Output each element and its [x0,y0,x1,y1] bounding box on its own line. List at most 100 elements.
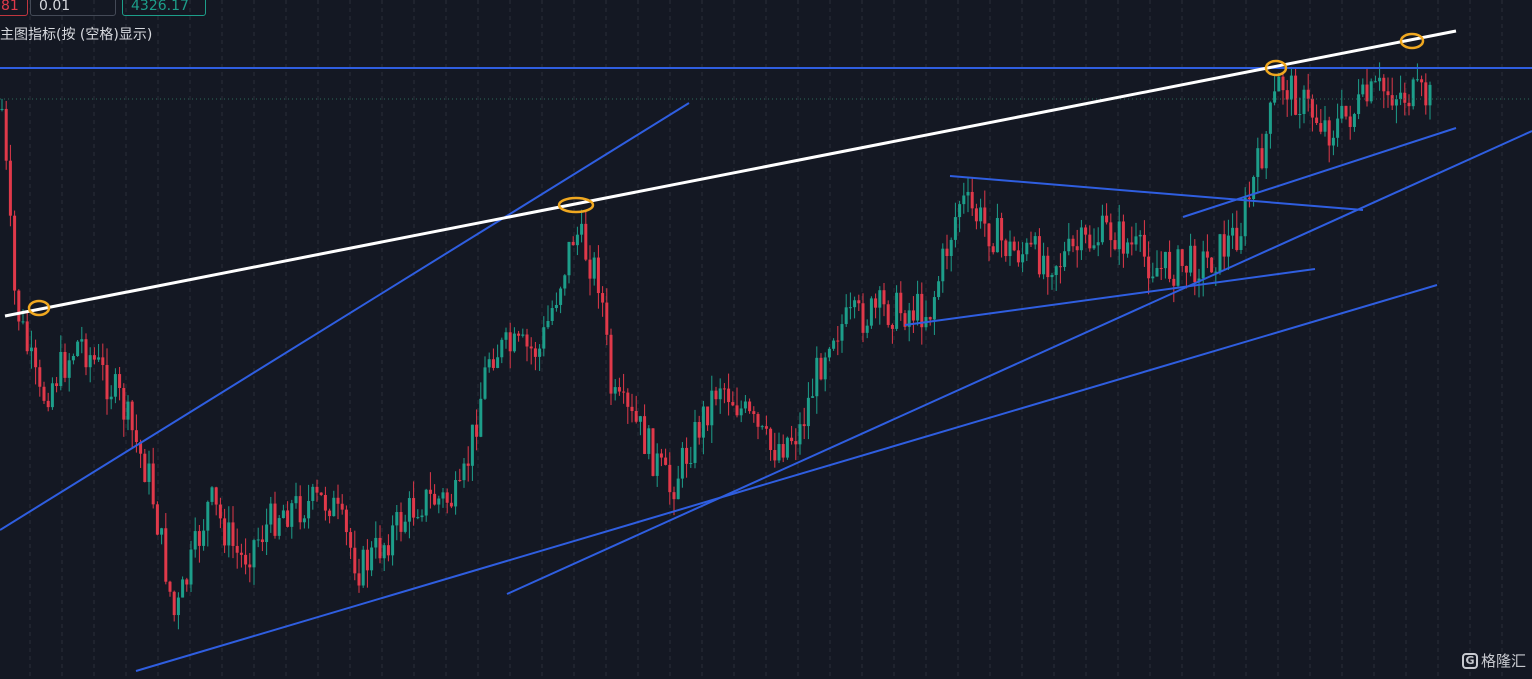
candle-body [878,290,882,308]
candle-body [659,453,663,458]
candle-body [1285,90,1289,100]
candle-body [538,348,542,357]
candle-body [328,510,332,517]
trend-lines [0,102,1532,672]
candle-body [97,357,101,360]
candle-body [706,406,710,426]
candle-body [626,392,630,407]
candle-body [764,426,768,429]
candle-body [1382,77,1386,92]
candle-body [349,532,353,548]
candle-body [344,509,348,533]
candle-body [819,357,823,380]
candle-body [76,341,80,357]
indicator-hint[interactable]: 主图指标(按 (空格)显示) [0,27,153,43]
markers [27,32,1425,317]
candle-body [424,489,428,516]
candle-body [1231,227,1235,236]
candle-body [357,573,361,586]
candle-body [1071,238,1075,247]
candle-body [454,480,458,507]
candle-body [46,400,50,408]
candle-body [1000,218,1004,241]
candle-body [769,428,773,451]
candle-body [756,414,760,427]
candle-body [269,503,273,525]
toolbar-field[interactable]: 81 [0,0,28,16]
candle-body [206,501,210,531]
candle-body [378,537,382,559]
candle-body [580,223,584,235]
candle-body [323,494,327,511]
candle-body [29,347,33,352]
candle-body [1058,266,1062,268]
candle-body [1327,120,1331,146]
candle-body [193,531,197,550]
candle-body [592,257,596,279]
candle-body [731,402,735,406]
candle-body [987,223,991,247]
candles [0,62,1432,630]
candle-body [67,360,71,378]
watermark-icon: G [1461,652,1478,669]
candle-body [953,217,957,240]
candle-body [433,493,437,505]
candle-body [823,357,827,380]
candle-body [256,539,260,541]
candle-body [886,304,890,325]
candle-body [1092,245,1096,249]
candle-body [832,340,836,349]
candle-body [1105,215,1109,223]
candle-body [113,374,117,397]
candle-body [273,503,277,536]
candle-body [1079,227,1083,251]
candle-body [1218,234,1222,272]
candle-body [638,416,642,422]
candle-body [739,408,743,416]
candle-body [1168,251,1172,279]
candle-body [672,492,676,500]
candle-body [668,464,672,493]
toolbar-field[interactable]: 4326.17 [122,0,206,16]
candle-body [777,444,781,461]
candle-body [714,390,718,400]
candle-body [164,528,168,582]
candle-body [218,504,222,519]
candle-body [979,207,983,222]
candle-body [512,333,516,352]
candle-body [374,537,378,548]
candle-body [1281,76,1285,91]
candle-body [332,497,336,517]
candle-body [596,257,600,294]
candle-body [865,325,869,333]
candle-body [252,540,256,568]
candle-body [1348,116,1352,127]
candle-body [466,463,470,466]
candle-body [571,241,575,246]
candle-body [752,411,756,415]
candle-body [197,531,201,546]
candle-body [1126,242,1130,254]
candle-body [1268,102,1272,134]
candle-body [735,405,739,416]
candle-body [1260,148,1264,169]
candle-body [836,340,840,342]
candle-body [88,355,92,368]
candle-body [533,348,537,357]
candle-body [231,522,235,546]
toolbar-field[interactable]: 0.01 [30,0,116,16]
candle-body [370,547,374,571]
candle-body [1004,240,1008,257]
candle-body [1252,176,1256,200]
candle-body [882,290,886,305]
candle-body [1042,255,1046,275]
candle-body [1008,241,1012,257]
candle-body [1243,197,1247,237]
candle-body [1205,251,1209,258]
candle-body [449,502,453,507]
candle-body [748,401,752,412]
candle-body [517,333,521,336]
candle-body [496,357,500,368]
candle-body [874,298,878,308]
